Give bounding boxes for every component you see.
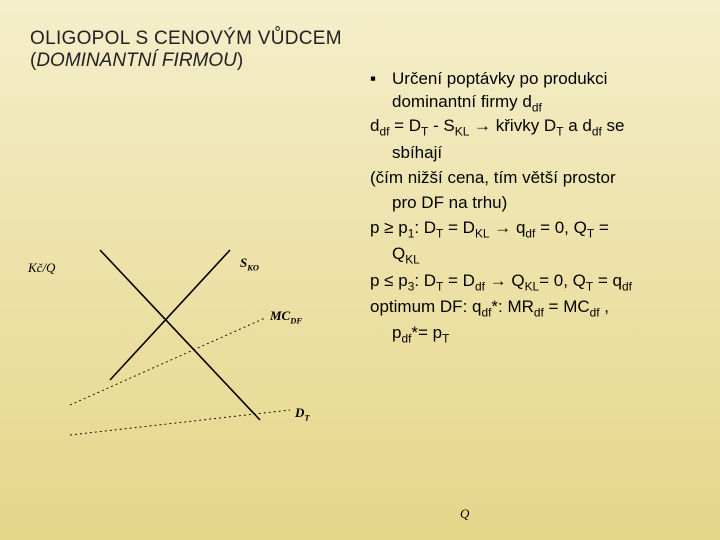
sko-label: SKO <box>240 255 259 273</box>
bullet-content: ▪ Určení poptávky po produkci dominantní… <box>370 68 705 349</box>
line-6b: pdf*= pT <box>370 322 705 346</box>
bullet-square-icon: ▪ <box>370 68 392 115</box>
y-axis-label: Kč/Q <box>28 260 55 276</box>
line-6: optimum DF: qdf*: MRdf = MCdf , <box>370 296 705 320</box>
line-4: p ≥ p1: DT = DKL → qdf = 0, QT = <box>370 217 705 241</box>
dt-label: DT <box>295 405 310 423</box>
slide-title: OLIGOPOL S CENOVÝM VŮDCEM (DOMINANTNÍ FI… <box>30 28 360 72</box>
line-2b: sbíhají <box>370 142 705 165</box>
title-line-2: (DOMINANTNÍ FIRMOU) <box>30 50 360 72</box>
line-3b: pro DF na trhu) <box>370 192 705 215</box>
title-line-1: OLIGOPOL S CENOVÝM VŮDCEM <box>30 28 360 50</box>
line-4b: QKL <box>370 243 705 267</box>
sko-line <box>110 250 230 380</box>
diagram-svg <box>30 200 370 460</box>
dt-line <box>70 410 290 435</box>
line-5: p ≤ p3: DT = Ddf → QKL= 0, QT = qdf <box>370 270 705 294</box>
bullet-1: ▪ Určení poptávky po produkci dominantní… <box>370 68 705 115</box>
line-2: ddf = DT - SKL → křivky DT a ddf se <box>370 115 705 139</box>
economics-diagram: Kč/Q SKO MCDF DT <box>30 200 370 460</box>
demand-line <box>100 250 260 420</box>
line-3: (čím nižší cena, tím větší prostor <box>370 167 705 190</box>
mcdf-line <box>70 318 265 405</box>
x-axis-label: Q <box>460 506 469 522</box>
mcdf-label: MCDF <box>270 308 302 326</box>
